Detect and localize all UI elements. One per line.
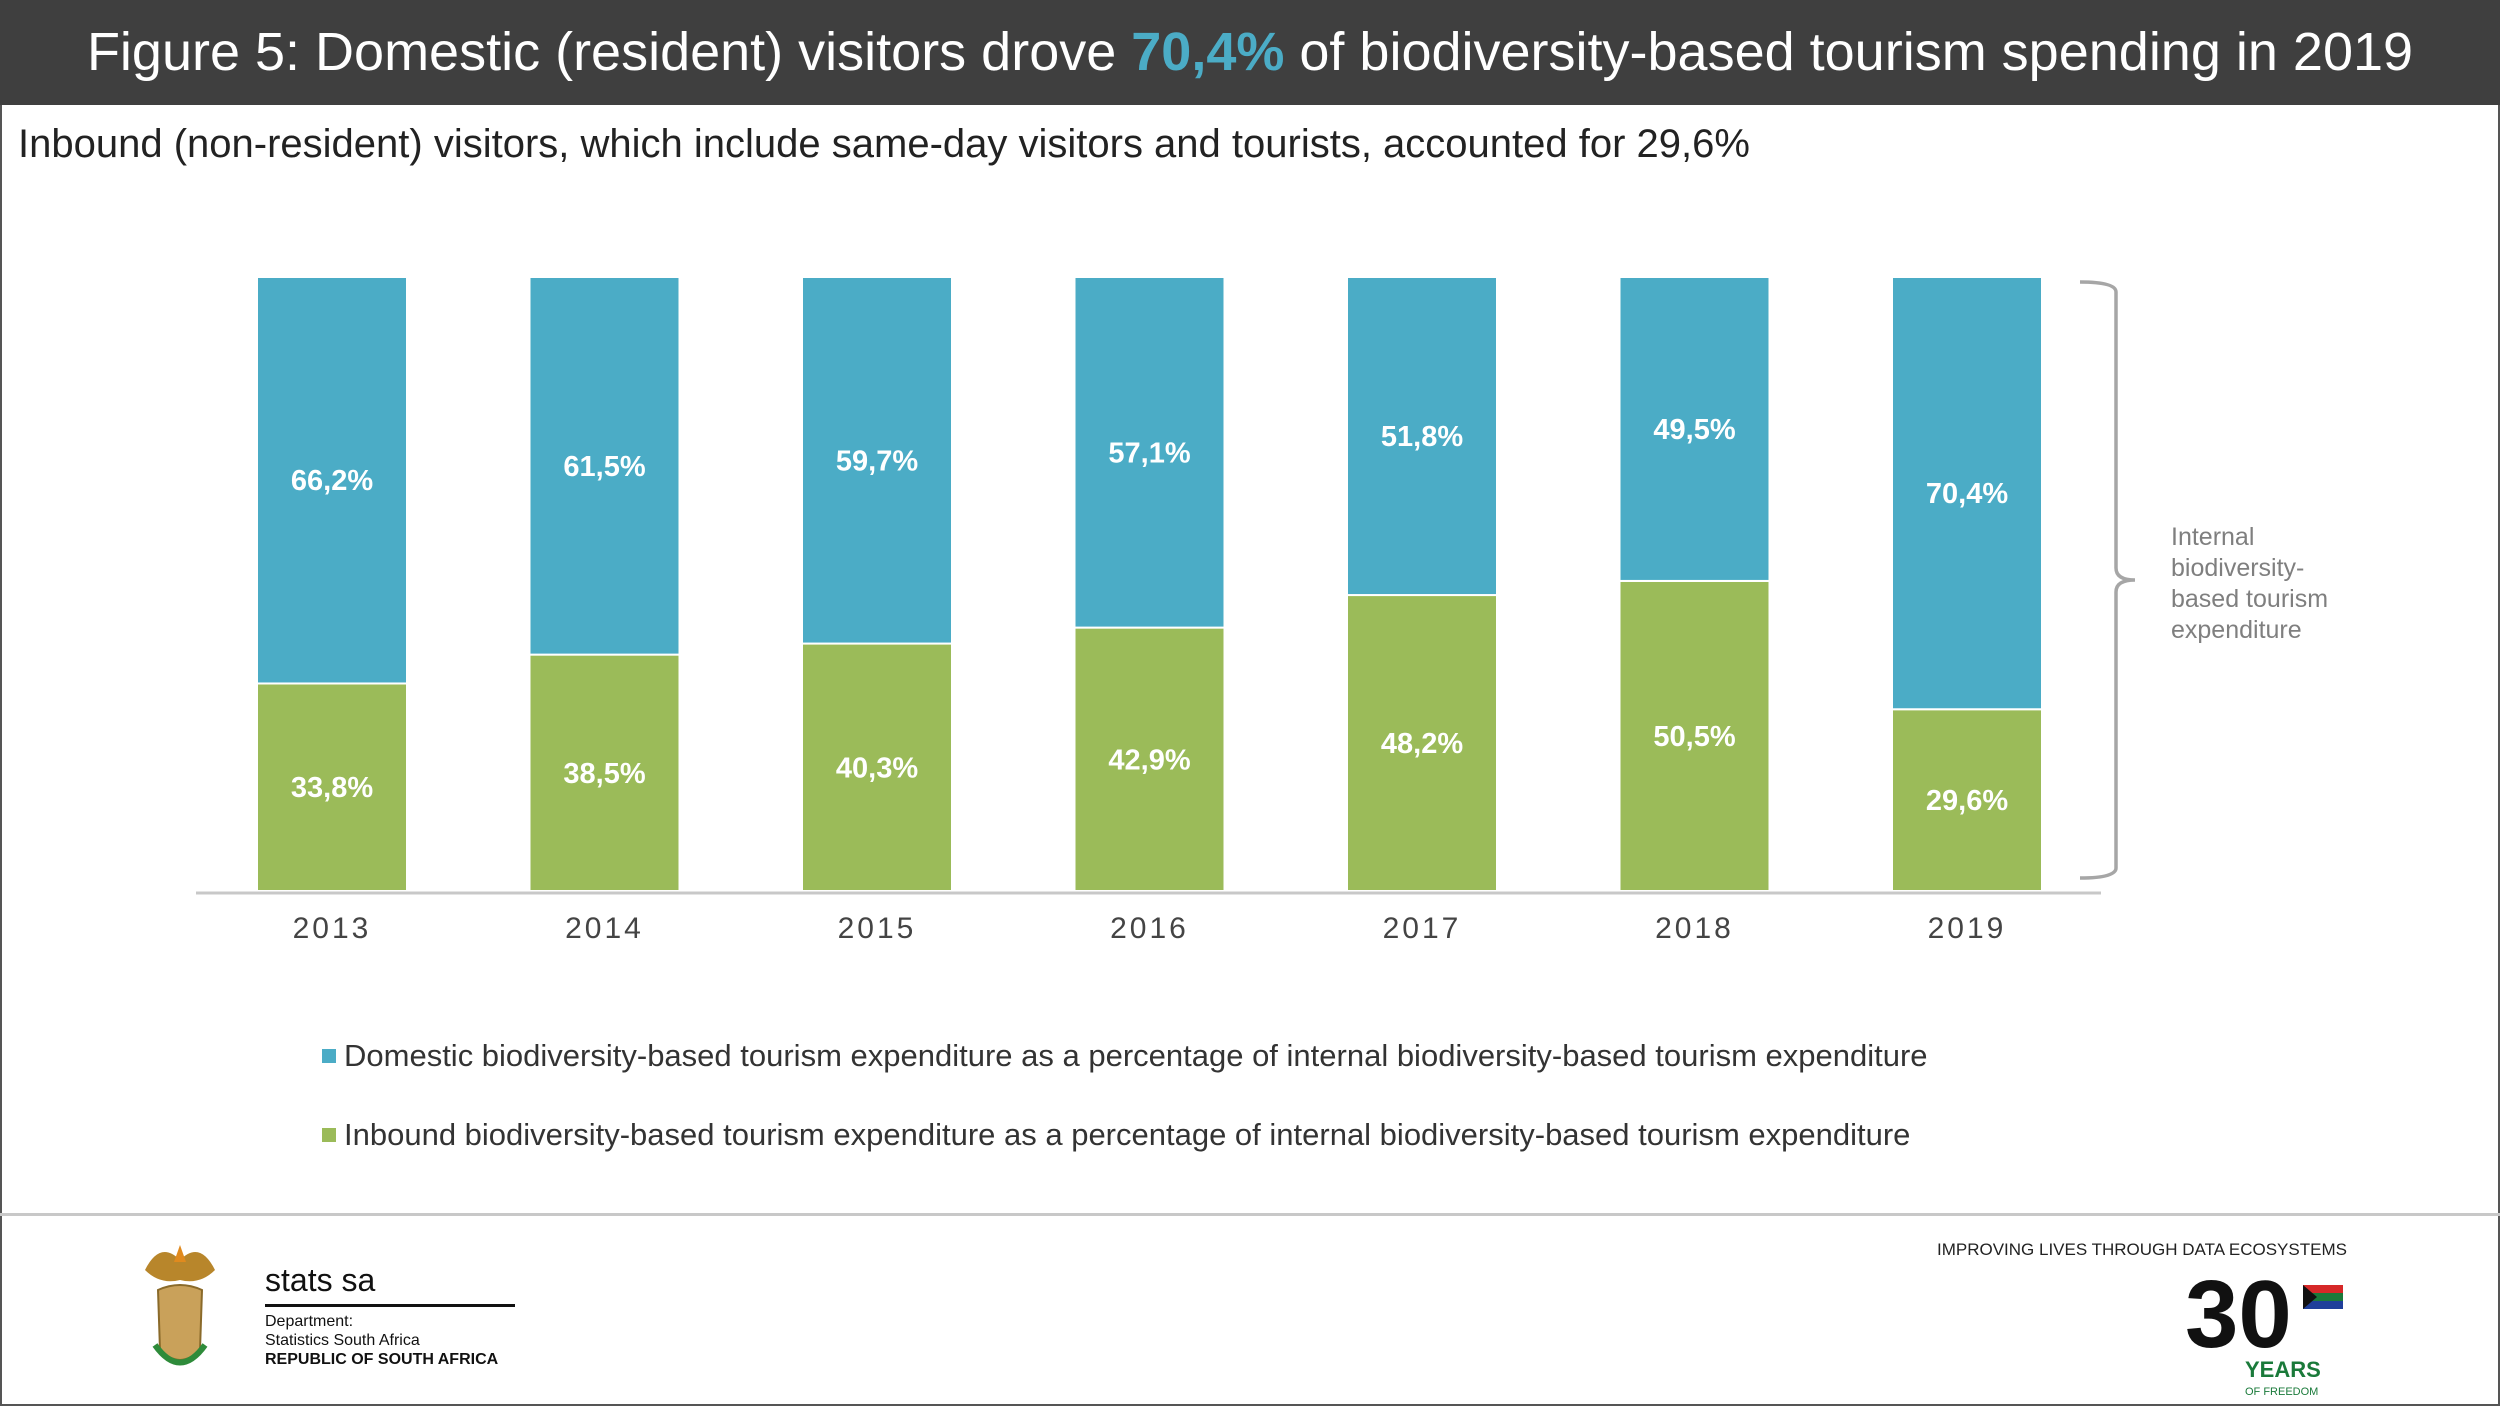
flag-stripe — [2303, 1293, 2343, 1301]
tagline: IMPROVING LIVES THROUGH DATA ECOSYSTEMS — [1937, 1240, 2347, 1259]
bar-inbound-2018 — [1618, 579, 1771, 892]
data-label-domestic-2014: 61,5% — [563, 451, 645, 483]
bar-inbound-2019 — [1891, 708, 2043, 892]
flag-stripe — [2303, 1301, 2343, 1309]
data-label-domestic-2019: 70,4% — [1926, 478, 2008, 510]
data-label-domestic-2018: 49,5% — [1653, 414, 1735, 446]
flag-stripe — [2303, 1285, 2343, 1293]
anniversary-sub: OF FREEDOM — [2245, 1386, 2318, 1398]
legend-item-domestic: Domestic biodiversity-based tourism expe… — [322, 1038, 1928, 1074]
bracket-label-line: biodiversity- — [2171, 554, 2304, 582]
data-label-inbound-2019: 29,6% — [1926, 785, 2008, 817]
bracket-label-line: expenditure — [2171, 616, 2302, 644]
legend-label-inbound: Inbound biodiversity-based tourism expen… — [344, 1117, 1911, 1152]
data-label-domestic-2015: 59,7% — [836, 445, 918, 477]
data-label-inbound-2013: 33,8% — [291, 772, 373, 804]
title-text: Figure 5: Domestic (resident) visitors d… — [86, 22, 1132, 82]
legend-label-domestic: Domestic biodiversity-based tourism expe… — [344, 1038, 1928, 1073]
bar-domestic-2015 — [801, 276, 953, 645]
bar-inbound-2013 — [256, 682, 408, 893]
stacked-bar-chart: 33,8% 66,2% 2013 38,5% 61,5% 2014 40,3% 59,7% 20… — [196, 276, 2328, 945]
title-text-end: of biodiversity-based tourism spending i… — [1284, 22, 2414, 82]
org-name: stats sa — [265, 1262, 376, 1298]
subtitle: Inbound (non-resident) visitors, which i… — [18, 122, 1750, 166]
bracket-label-line: based tourism — [2171, 585, 2328, 613]
figure-title: Figure 5: Domestic (resident) visitors d… — [0, 0, 2500, 105]
anniversary-years: YEARS — [2245, 1357, 2321, 1382]
data-label-domestic-2016: 57,1% — [1108, 437, 1190, 469]
x-tick-label-2017: 2017 — [1383, 912, 1462, 945]
x-tick-label-2018: 2018 — [1655, 912, 1734, 945]
thirty-years-icon: 30 YEARS OF FREEDOM — [2185, 1265, 2343, 1398]
legend-item-inbound: Inbound biodiversity-based tourism expen… — [322, 1117, 1910, 1153]
data-label-domestic-2017: 51,8% — [1381, 421, 1463, 453]
title-highlight: 70,4% — [1131, 22, 1285, 82]
data-label-inbound-2014: 38,5% — [563, 758, 645, 790]
bar-domestic-2016 — [1073, 276, 1226, 629]
data-label-inbound-2015: 40,3% — [836, 752, 918, 784]
bar-domestic-2017 — [1346, 276, 1498, 597]
bar-domestic-2018 — [1618, 276, 1771, 582]
bar-domestic-2013 — [256, 276, 408, 685]
legend-swatch-inbound — [322, 1128, 336, 1142]
coat-of-arms-icon — [145, 1245, 215, 1366]
bar-inbound-2016 — [1073, 626, 1226, 892]
bar-inbound-2015 — [801, 642, 953, 892]
bar-inbound-2017 — [1346, 594, 1498, 892]
dept-name: Statistics South Africa — [265, 1332, 420, 1349]
legend-swatch-domestic — [322, 1049, 336, 1063]
x-tick-label-2013: 2013 — [293, 912, 372, 945]
x-tick-label-2016: 2016 — [1110, 912, 1189, 945]
country-name: REPUBLIC OF SOUTH AFRICA — [265, 1351, 499, 1368]
x-tick-label-2019: 2019 — [1928, 912, 2007, 945]
anniversary-number: 30 — [2185, 1265, 2292, 1368]
data-label-inbound-2018: 50,5% — [1653, 721, 1735, 753]
bar-domestic-2014 — [528, 276, 681, 656]
org-underline — [265, 1304, 515, 1307]
footer-divider — [0, 1213, 2500, 1216]
x-tick-label-2015: 2015 — [838, 912, 917, 945]
data-label-inbound-2017: 48,2% — [1381, 728, 1463, 760]
flag-triangle — [2303, 1285, 2317, 1309]
bar-domestic-2019 — [1891, 276, 2043, 711]
dept-label: Department: — [265, 1313, 354, 1330]
x-tick-label-2014: 2014 — [565, 912, 644, 945]
bracket-label-line: Internal — [2171, 523, 2254, 551]
bracket-annotation — [2079, 280, 2136, 880]
department-info: Department: Statistics South Africa REPUBL… — [265, 1312, 498, 1369]
data-label-inbound-2016: 42,9% — [1108, 744, 1190, 776]
data-label-domestic-2013: 66,2% — [291, 465, 373, 497]
thirty-years-logo: 30 YEARS OF FREEDOM — [2185, 1265, 2355, 1400]
